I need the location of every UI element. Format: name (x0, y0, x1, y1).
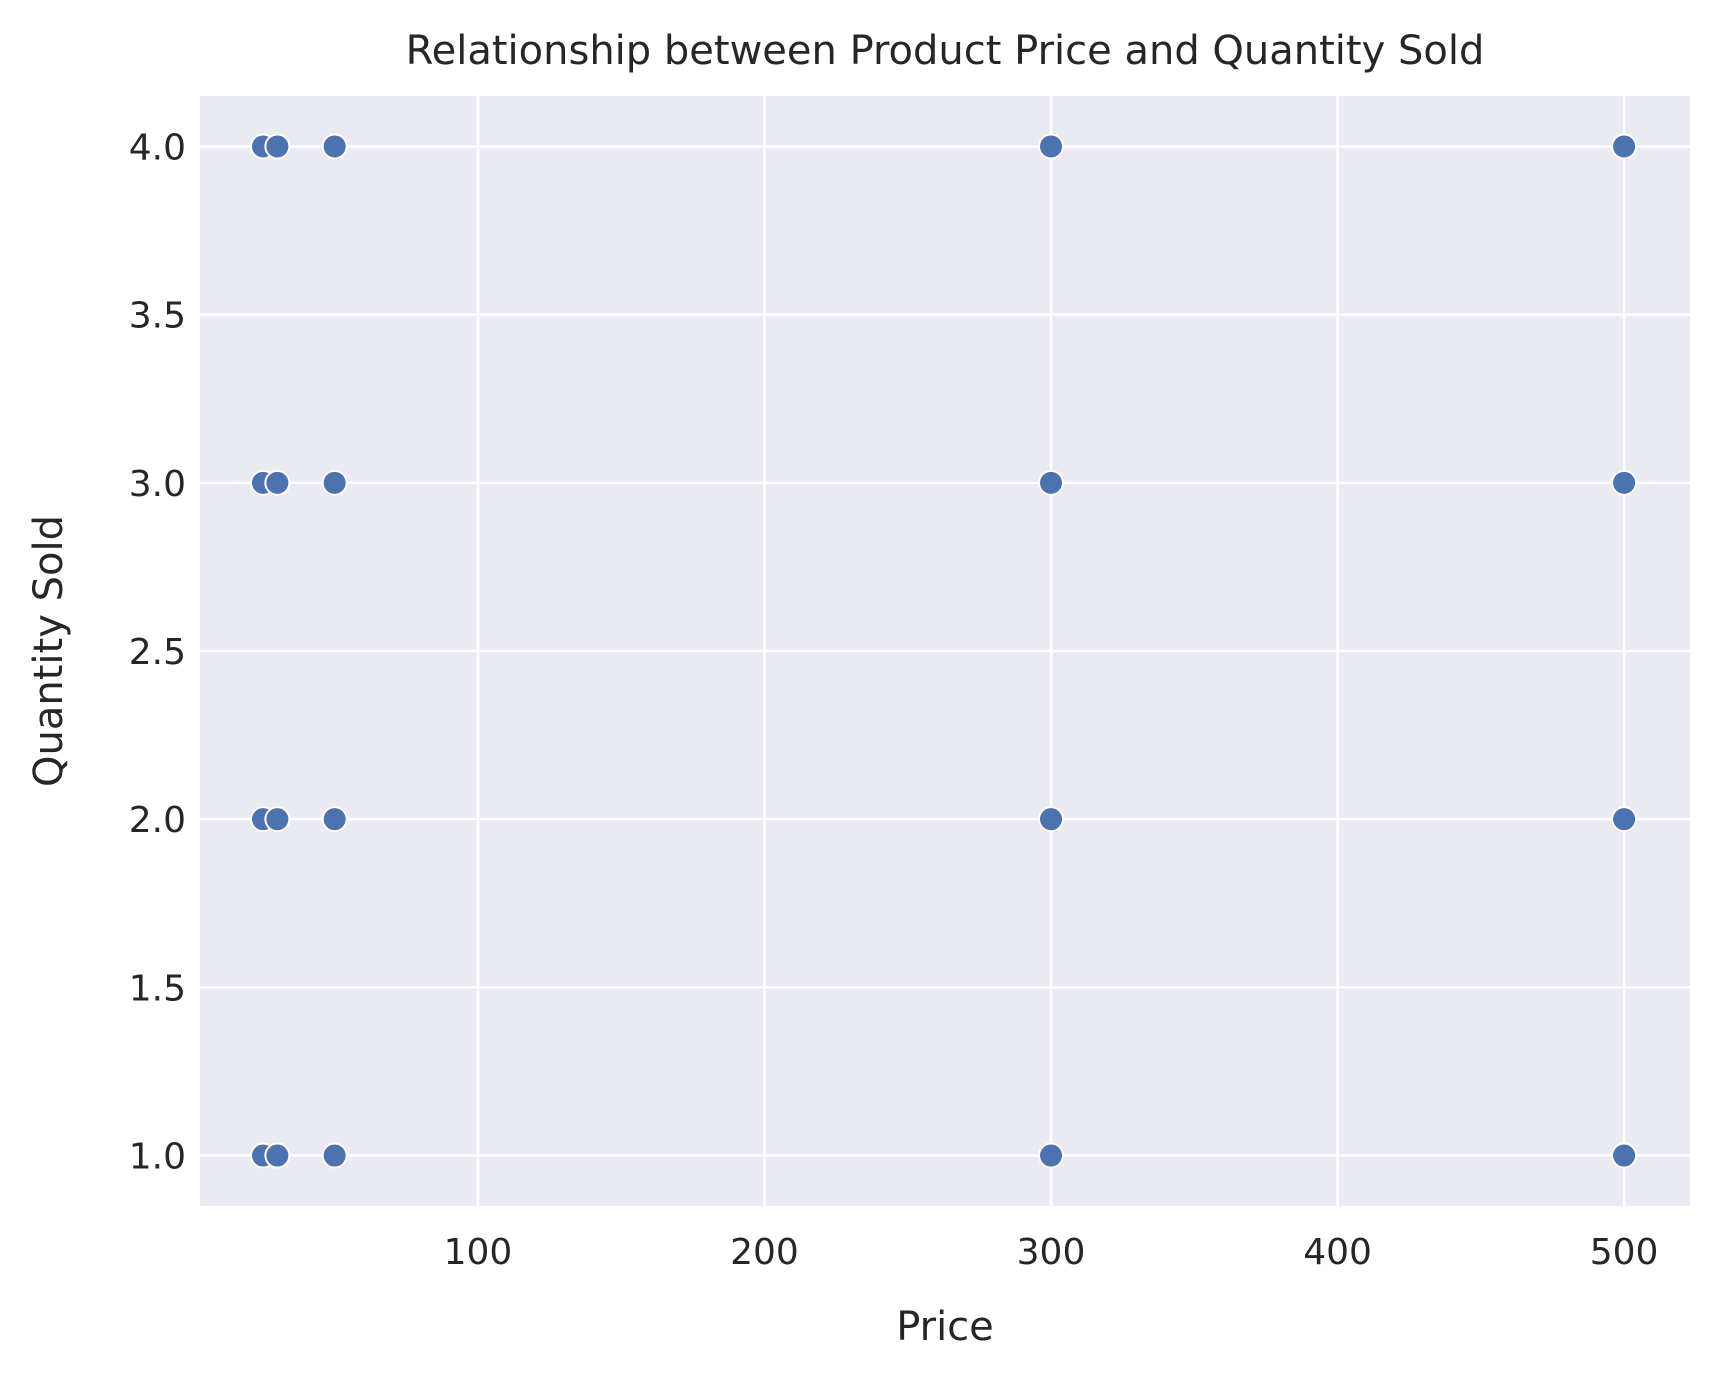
data-point (264, 133, 291, 160)
y-tick-label: 1.0 (129, 1137, 186, 1178)
x-tick-label: 300 (1017, 1232, 1086, 1273)
data-point (321, 133, 348, 160)
data-point (264, 469, 291, 496)
y-tick-label: 2.5 (129, 632, 186, 673)
y-tick-label: 1.5 (129, 968, 186, 1009)
data-point (264, 1142, 291, 1169)
data-point (1611, 806, 1638, 833)
data-point (1038, 806, 1065, 833)
data-point (1038, 469, 1065, 496)
data-point (1038, 1142, 1065, 1169)
y-tick-label: 3.0 (129, 464, 186, 505)
x-tick-label: 100 (444, 1232, 513, 1273)
y-tick-label: 3.5 (129, 296, 186, 337)
chart-title: Relationship between Product Price and Q… (406, 28, 1485, 74)
y-axis-label: Quantity Sold (26, 515, 72, 787)
grid (200, 96, 1690, 1206)
x-tick-label: 500 (1590, 1232, 1659, 1273)
data-point (321, 469, 348, 496)
x-tick-labels: 100 200 300 400 500 (444, 1232, 1659, 1273)
data-point (1038, 133, 1065, 160)
data-point (321, 806, 348, 833)
data-point (1611, 1142, 1638, 1169)
data-point (1611, 133, 1638, 160)
data-point (264, 806, 291, 833)
data-point (321, 1142, 348, 1169)
y-tick-label: 2.0 (129, 800, 186, 841)
x-tick-label: 400 (1303, 1232, 1372, 1273)
y-tick-label: 4.0 (129, 127, 186, 168)
x-tick-label: 200 (730, 1232, 799, 1273)
y-tick-labels: 1.0 1.5 2.0 2.5 3.0 3.5 4.0 (129, 127, 186, 1177)
x-axis-label: Price (896, 1304, 994, 1350)
data-points (250, 133, 1638, 1169)
data-point (1611, 469, 1638, 496)
